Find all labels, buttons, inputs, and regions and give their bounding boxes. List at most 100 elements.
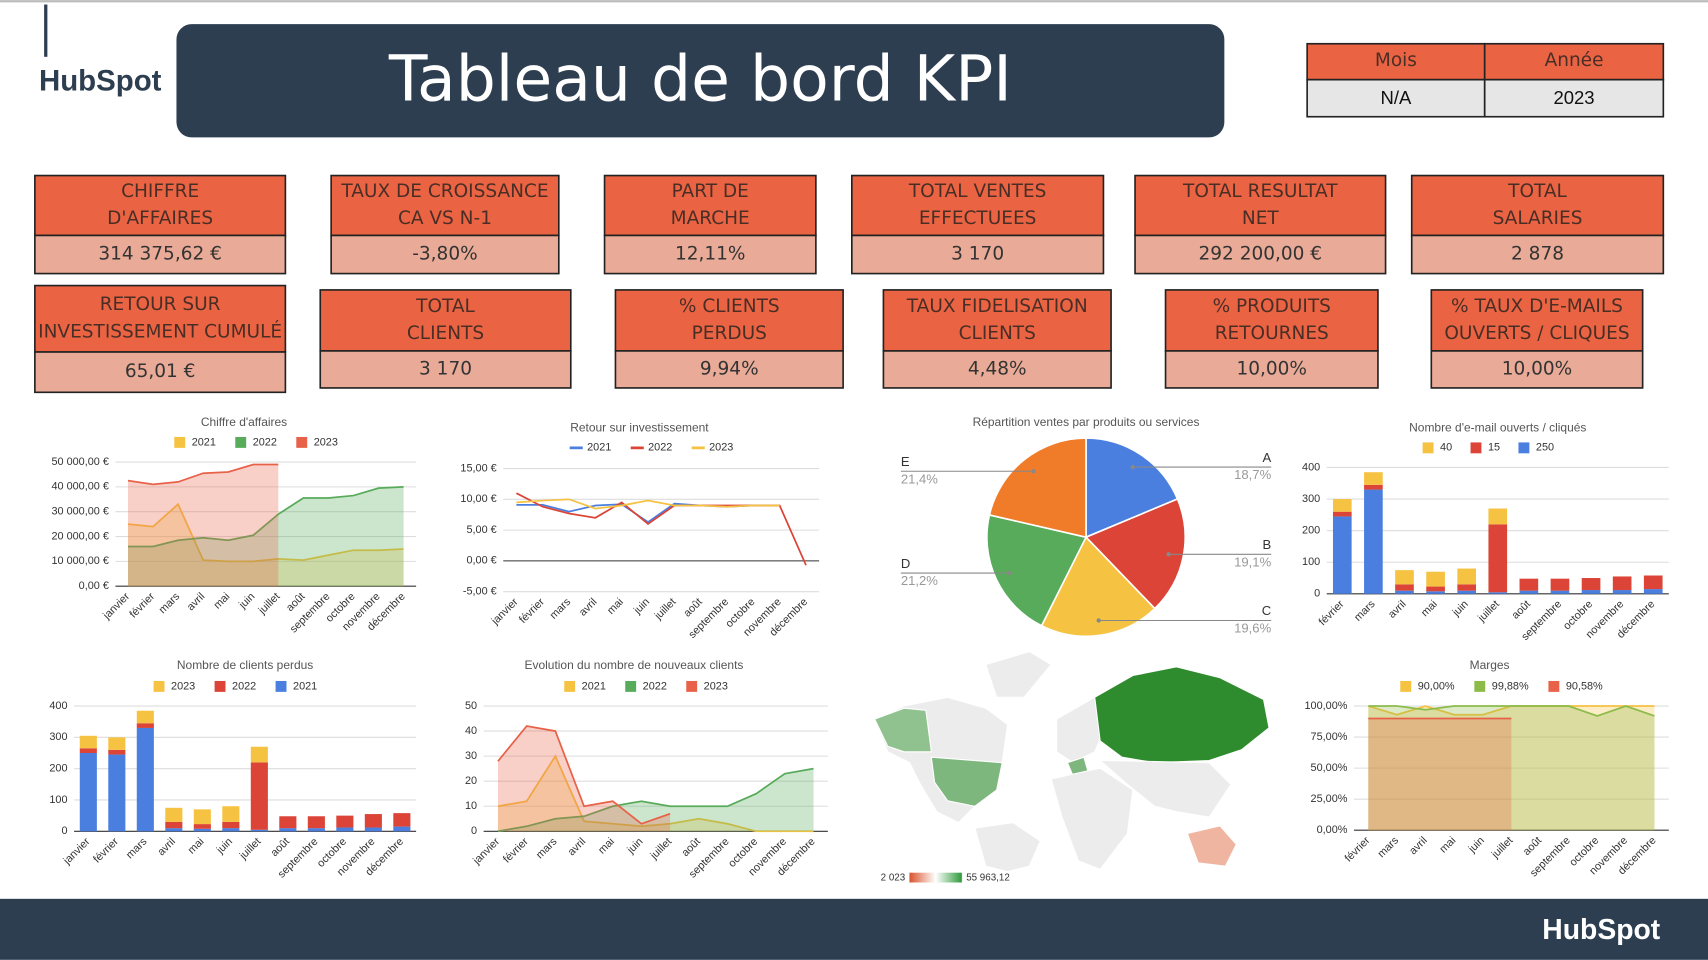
x-tick-label: janvier [61, 835, 93, 867]
bar-segment [108, 749, 126, 755]
legend-marker [686, 680, 698, 692]
kpi-header [319, 289, 572, 352]
kpi-header [603, 174, 817, 237]
pie-value-label: 21,2% [901, 573, 938, 588]
colorbar [909, 872, 962, 883]
bar-segment [364, 814, 382, 828]
bar-segment [1395, 570, 1414, 585]
kpi-value: 65,01 € [125, 361, 196, 382]
series-line [127, 463, 279, 486]
legend-label: 2022 [232, 680, 256, 692]
legend-marker [214, 680, 226, 692]
pie-slice [986, 513, 1088, 627]
legend-marker [564, 680, 576, 692]
y-tick-label: 300 [1302, 493, 1320, 505]
bar-segment [1364, 489, 1383, 594]
kpi-label: TAUX DE CROISSANCE [340, 181, 548, 202]
series-line [516, 492, 807, 566]
map-region [974, 822, 1041, 873]
kpi-label: TAUX FIDELISATION [906, 296, 1088, 317]
y-tick-label: 200 [1302, 525, 1320, 537]
bar-segment [193, 824, 211, 829]
x-tick-label: février [91, 835, 121, 865]
y-tick-label: 0 [1314, 588, 1320, 600]
map-region [1094, 666, 1270, 764]
bar-segment [193, 828, 211, 832]
legend-label: 2021 [582, 680, 606, 692]
pie-value-label: 19,6% [1234, 621, 1271, 636]
kpi-header [1410, 174, 1665, 237]
y-tick-label: 0 [61, 825, 67, 837]
x-tick-label: avril [577, 596, 600, 619]
bar-segment [1612, 590, 1632, 594]
kpi-value-box [614, 350, 844, 389]
x-tick-label: mai [211, 591, 232, 612]
y-tick-label: 15,00 € [460, 462, 496, 474]
x-tick-label: août [1510, 598, 1533, 621]
y-tick-label: 50 000,00 € [51, 456, 108, 468]
y-tick-label: 0,00 € [466, 555, 496, 567]
area-fill [497, 726, 671, 832]
kpi-value-box [1164, 350, 1379, 389]
kpi-value: 10,00% [1502, 358, 1573, 379]
kpi-header [882, 289, 1112, 352]
kpi-label: NET [1242, 208, 1280, 229]
bar-segment [1364, 472, 1383, 485]
legend-label: 90,58% [1566, 680, 1603, 692]
area-fill [1368, 718, 1512, 831]
legend-label: 2023 [709, 442, 733, 454]
colorbar-label: 55 963,12 [966, 873, 1010, 884]
bar-segment [222, 828, 240, 832]
x-tick-label: juin [214, 836, 235, 857]
x-tick-label: mai [596, 836, 617, 857]
bar-segment [1519, 578, 1539, 591]
kpi-value-box [330, 234, 560, 275]
x-tick-label: mars [548, 596, 574, 622]
legend-label: 90,00% [1418, 680, 1455, 692]
bar-segment [1612, 576, 1632, 591]
legend-marker [1400, 680, 1412, 692]
legend-label: 2021 [587, 442, 611, 454]
x-tick-label: juin [1466, 835, 1487, 856]
bar-segment [364, 827, 382, 832]
legend-label: 2021 [293, 680, 317, 692]
chart-title: Chiffre d'affaires [201, 415, 287, 429]
bar-segment [165, 807, 183, 822]
y-tick-label: 10 000,00 € [51, 555, 108, 567]
legend-label: 2021 [192, 436, 216, 448]
chart-title: Nombre de clients perdus [177, 658, 313, 672]
map-region [1098, 759, 1232, 818]
legend-marker [296, 436, 308, 448]
bar-segment [1488, 592, 1508, 594]
y-tick-label: 0,00% [1317, 824, 1348, 836]
bar-segment [250, 746, 268, 763]
period-value: N/A [1380, 87, 1412, 108]
area-fill [497, 768, 814, 832]
y-tick-label: 40 [465, 725, 477, 737]
kpi-label: % TAUX D'E-MAILS [1451, 296, 1623, 317]
kpi-value: 9,94% [700, 358, 759, 379]
legend-label: 2022 [648, 442, 672, 454]
kpi-label: % CLIENTS [679, 296, 780, 317]
legend-label: 2023 [704, 680, 728, 692]
legend-marker [235, 436, 247, 448]
legend-marker [1518, 442, 1530, 454]
pie-value-label: 21,4% [901, 471, 938, 486]
pie-label: C [1262, 603, 1271, 618]
x-tick-label: avril [1386, 598, 1409, 621]
bar-segment [1395, 590, 1414, 594]
y-tick-label: 400 [49, 700, 67, 712]
series-line [127, 502, 404, 563]
x-tick-label: mars [124, 835, 150, 861]
period-value-cell [1306, 78, 1486, 118]
bar-segment [393, 813, 411, 827]
area-fill [1368, 706, 1655, 831]
kpi-label: MARCHE [671, 208, 750, 229]
map-region [985, 650, 1052, 698]
kpi-value-box [882, 350, 1112, 389]
kpi-value-box [34, 351, 287, 394]
x-tick-label: janvier [100, 590, 132, 622]
kpi-label: TOTAL [1507, 181, 1567, 202]
legend-marker [625, 680, 637, 692]
kpi-value-box [34, 234, 287, 275]
